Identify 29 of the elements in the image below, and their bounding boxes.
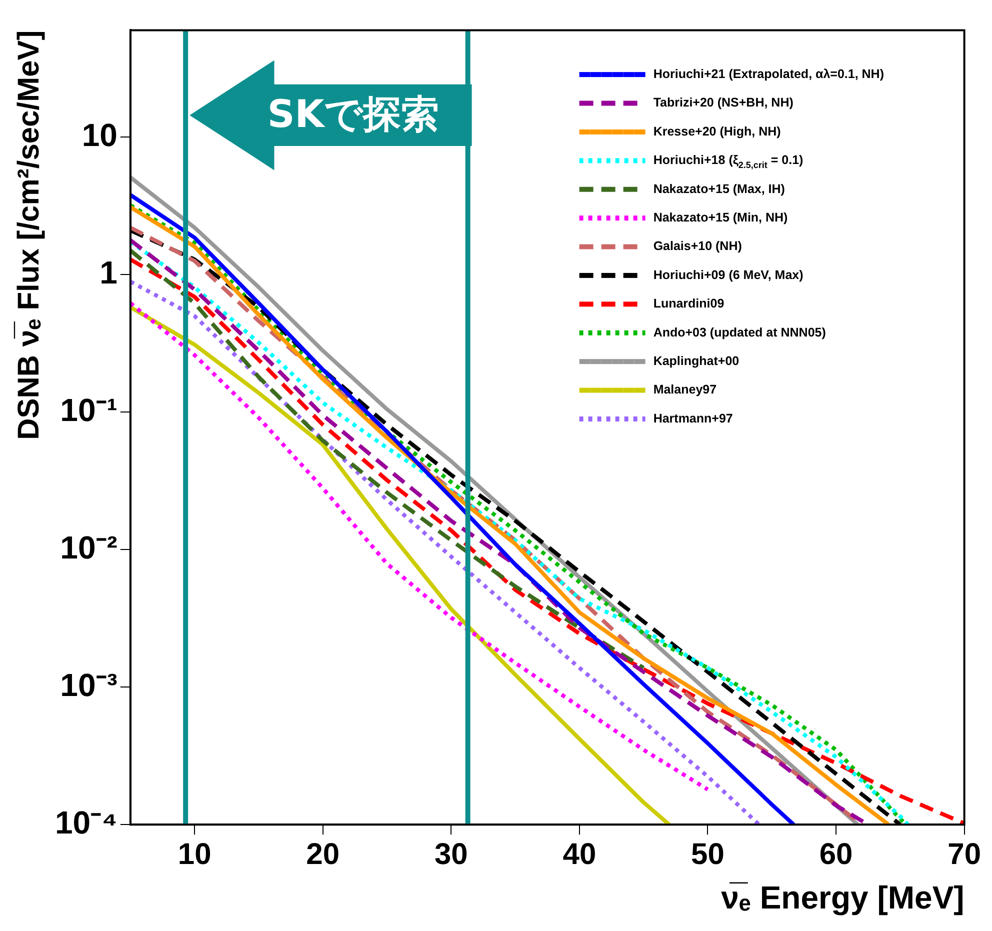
x-tick-label: 40: [562, 838, 596, 871]
y-tick-label: 10⁻³: [60, 666, 118, 703]
y-tick-label: 10: [82, 117, 118, 154]
y-tick-label: 10⁻⁴: [55, 804, 118, 840]
x-tick-label: 30: [434, 838, 468, 871]
legend-label: Kaplinghat+00: [653, 354, 740, 368]
y-tick-label: 10⁻²: [60, 529, 118, 566]
annotation: SKで探索: [266, 91, 440, 138]
x-tick-label: 20: [306, 838, 340, 871]
x-axis-title: ν̅ₑ Energy [MeV]: [721, 880, 964, 916]
legend-label: Ando+03 (updated at NNN05): [653, 325, 826, 340]
legend-label: Nakazato+15 (Max, IH): [653, 182, 785, 196]
legend-label: Horiuchi+21 (Extrapolated, αλ=0.1, NH): [653, 67, 884, 82]
x-tick-label: 70: [948, 838, 982, 871]
legend-label: Malaney97: [653, 382, 717, 397]
legend-label: Kresse+20 (High, NH): [653, 124, 781, 138]
legend-label: Horiuchi+09 (6 MeV, Max): [653, 268, 804, 282]
legend-label: Lunardini09: [653, 296, 724, 311]
x-tick-label: 10: [178, 838, 212, 871]
x-tick-label: 50: [691, 838, 724, 871]
x-tick-label: 60: [819, 838, 853, 871]
y-tick-label: 10⁻¹: [60, 392, 118, 428]
legend-label: Galais+10 (NH): [653, 239, 742, 254]
legend-label: Hartmann+97: [653, 411, 733, 426]
y-axis-title: DSNB ν̅ₑ Flux [/cm²/sec/MeV]: [12, 30, 46, 440]
y-tick-label: 1: [100, 254, 118, 290]
line-series: [130, 248, 646, 670]
legend-label: Nakazato+15 (Min, NH): [653, 210, 788, 225]
legend-label: Tabrizi+20 (NS+BH, NH): [653, 96, 794, 110]
